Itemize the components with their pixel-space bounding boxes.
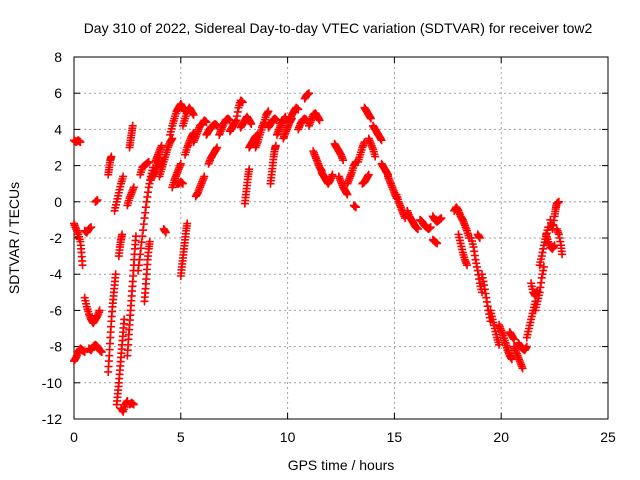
x-tick-label: 15 [387, 429, 403, 445]
x-tick-label: 10 [280, 429, 296, 445]
data-point [107, 152, 116, 161]
chart-title: Day 310 of 2022, Sidereal Day-to-day VTE… [84, 20, 593, 36]
y-tick-label: 0 [54, 194, 62, 210]
y-axis-title: SDTVAR / TECUs [6, 182, 22, 294]
y-tick-label: 8 [54, 49, 62, 65]
data-point [377, 136, 386, 145]
x-tick-label: 5 [177, 429, 185, 445]
data-point [351, 203, 360, 212]
data-point [463, 261, 472, 270]
data-point [371, 152, 380, 161]
data-point [145, 237, 154, 246]
data-point [554, 197, 563, 206]
data-point [539, 262, 548, 271]
data-point [161, 228, 170, 237]
data-point [176, 159, 185, 168]
data-point [183, 219, 192, 228]
data-point [413, 224, 422, 233]
data-point [95, 306, 104, 315]
y-tick-label: -12 [42, 411, 62, 427]
grid [74, 57, 608, 419]
data-point [271, 141, 280, 150]
data-point [129, 183, 138, 192]
data-point [339, 156, 348, 165]
data-point [245, 165, 254, 174]
data-point [189, 110, 198, 119]
data-point [264, 107, 273, 116]
data-point [119, 172, 128, 181]
data-point [544, 223, 553, 232]
y-tick-label: 2 [54, 158, 62, 174]
ticks [73, 56, 609, 420]
data-point [558, 250, 567, 259]
data-point [522, 342, 531, 351]
data-point [475, 234, 484, 242]
data-point [213, 143, 222, 152]
x-tick-label: 25 [600, 429, 616, 445]
data-point [238, 98, 247, 107]
data-point [76, 138, 85, 147]
y-tick-labels: -12 -10 -8 -6 -4 -2 0 2 4 6 8 [42, 49, 62, 427]
data-point [294, 105, 303, 114]
y-tick-label: -2 [50, 230, 63, 246]
y-tick-label: 6 [54, 85, 62, 101]
data-point [80, 348, 89, 357]
data-point [343, 190, 352, 199]
y-tick-label: -6 [50, 302, 63, 318]
data-point [128, 121, 137, 130]
data-point [433, 239, 442, 248]
data-point [518, 364, 527, 373]
data-point [426, 223, 435, 232]
y-tick-label: -10 [42, 375, 62, 391]
x-tick-label: 0 [70, 429, 78, 445]
data-point [78, 261, 87, 270]
data-point [315, 116, 324, 125]
data-point [157, 141, 166, 150]
data-point [304, 89, 313, 98]
data-point [364, 170, 373, 179]
data-point [247, 119, 256, 128]
data-point [495, 340, 504, 349]
data-point [202, 118, 211, 127]
data-point [93, 195, 102, 204]
data-point [200, 172, 209, 181]
data-point [118, 230, 127, 239]
x-axis-title: GPS time / hours [288, 457, 395, 473]
data-marks [70, 89, 567, 416]
data-point [366, 114, 375, 123]
data-point [129, 400, 138, 409]
y-tick-label: -8 [50, 339, 63, 355]
y-tick-label: 4 [54, 121, 62, 137]
data-point [437, 214, 446, 223]
x-tick-label: 20 [493, 429, 509, 445]
data-point [87, 223, 96, 232]
data-point [111, 270, 120, 279]
data-point [178, 179, 187, 188]
data-point [328, 170, 337, 179]
data-point [97, 348, 106, 357]
data-point [510, 335, 519, 344]
y-tick-label: -4 [50, 266, 63, 282]
data-point [507, 355, 516, 364]
x-tick-labels: 0 5 10 15 20 25 [70, 429, 616, 445]
